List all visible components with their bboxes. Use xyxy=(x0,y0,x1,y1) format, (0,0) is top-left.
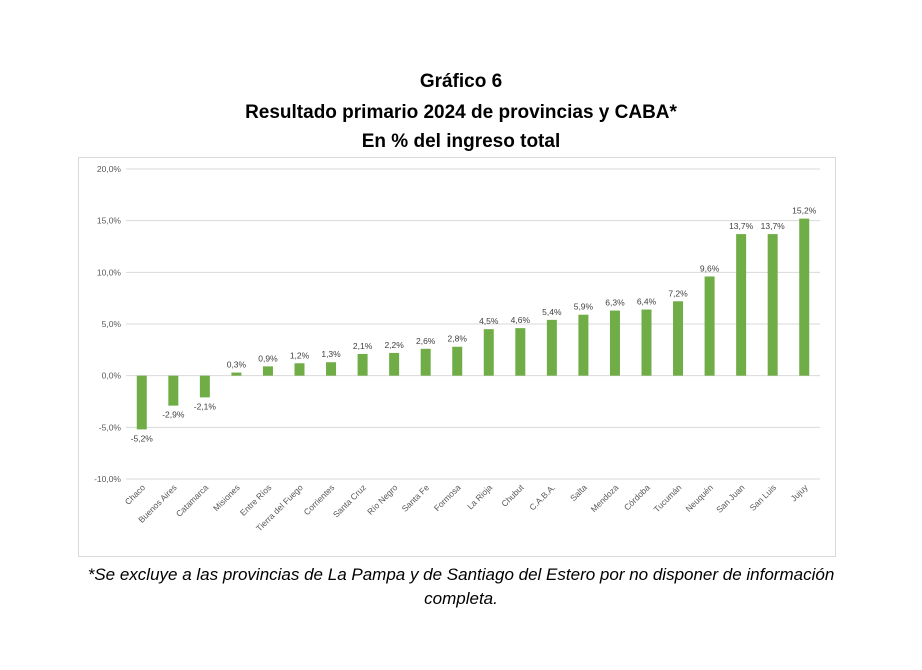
bar xyxy=(294,363,305,376)
category-label: San Juan xyxy=(714,482,747,515)
data-label: 6,3% xyxy=(605,298,625,308)
bar xyxy=(231,372,242,376)
data-label: 5,9% xyxy=(574,302,594,312)
data-label: -2,1% xyxy=(194,401,217,411)
bar xyxy=(515,328,526,376)
bar xyxy=(799,218,810,376)
bar xyxy=(704,276,715,376)
data-label: 2,6% xyxy=(416,336,436,346)
category-label: Córdoba xyxy=(622,482,652,512)
category-label: Chaco xyxy=(123,482,148,507)
data-label: 13,7% xyxy=(761,221,786,231)
bar xyxy=(767,234,778,376)
category-label: La Rioja xyxy=(465,482,494,511)
data-label: -5,2% xyxy=(131,433,154,443)
data-label: 1,2% xyxy=(290,350,310,360)
category-label: Jujuy xyxy=(789,482,811,504)
data-label: 2,1% xyxy=(353,341,373,351)
data-label: 15,2% xyxy=(792,206,817,216)
y-tick-label: 10,0% xyxy=(97,267,122,277)
bar xyxy=(199,375,210,398)
category-label: Neuquén xyxy=(684,482,716,514)
category-label: Misiones xyxy=(211,482,242,513)
y-tick-label: 0,0% xyxy=(102,371,122,381)
category-label: Mendoza xyxy=(589,482,621,514)
bar xyxy=(673,301,684,376)
data-label: 13,7% xyxy=(729,221,754,231)
chart-area xyxy=(78,157,836,557)
bar xyxy=(357,353,368,376)
bar xyxy=(262,366,273,376)
bar xyxy=(641,309,652,376)
data-label: 4,5% xyxy=(479,316,499,326)
bar xyxy=(578,314,589,376)
bar xyxy=(168,375,179,406)
data-label: -2,9% xyxy=(162,410,185,420)
chart-number: Gráfico 6 xyxy=(419,71,503,92)
footnote: *Se excluye a las provincias de La Pampa… xyxy=(0,563,922,611)
data-label: 9,6% xyxy=(700,263,720,273)
data-label: 1,3% xyxy=(321,349,341,359)
category-label: Santa Fe xyxy=(400,482,432,514)
y-tick-label: 20,0% xyxy=(97,164,122,174)
chart-title: Resultado primario 2024 de provincias y … xyxy=(245,102,677,123)
bar xyxy=(609,310,620,376)
category-label: Salta xyxy=(568,482,589,503)
y-tick-label: 15,0% xyxy=(97,216,122,226)
footnote-line-2: completa. xyxy=(424,589,498,608)
bar xyxy=(326,362,337,376)
data-label: 0,9% xyxy=(258,353,278,363)
category-label: Tucumán xyxy=(652,482,684,514)
bar xyxy=(136,375,147,430)
category-label: Formosa xyxy=(432,482,463,513)
category-label: Catamarca xyxy=(174,482,211,519)
y-tick-label: 5,0% xyxy=(102,319,122,329)
chart-subtitle: En % del ingreso total xyxy=(361,131,561,152)
category-label: Río Negro xyxy=(365,482,400,517)
data-label: 6,4% xyxy=(637,297,657,307)
bar xyxy=(736,234,747,376)
bar xyxy=(420,348,431,376)
data-label: 5,4% xyxy=(542,307,562,317)
category-label: San Luis xyxy=(748,482,778,512)
data-label: 7,2% xyxy=(668,288,688,298)
y-tick-label: -5,0% xyxy=(99,422,122,432)
data-label: 0,3% xyxy=(227,360,247,370)
bar xyxy=(483,329,494,376)
footnote-line-1: *Se excluye a las provincias de La Pampa… xyxy=(87,565,835,584)
data-label: 2,8% xyxy=(448,334,468,344)
category-label: Chubut xyxy=(499,482,526,509)
y-tick-label: -10,0% xyxy=(94,474,121,484)
data-label: 4,6% xyxy=(511,315,531,325)
bar xyxy=(389,352,400,376)
category-label: C.A.B.A. xyxy=(527,482,557,512)
bar xyxy=(452,346,463,376)
category-label: Santa Cruz xyxy=(331,482,368,519)
data-label: 2,2% xyxy=(384,340,404,350)
bar xyxy=(546,319,557,376)
